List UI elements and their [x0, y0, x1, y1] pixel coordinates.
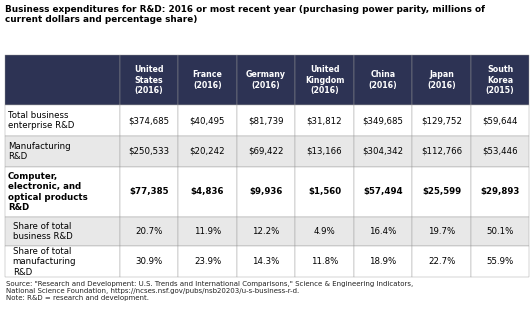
Bar [178, 246, 237, 277]
Bar [471, 105, 529, 136]
Bar [413, 217, 471, 246]
Text: Business expenditures for R&D: 2016 or most recent year (purchasing power parity: Business expenditures for R&D: 2016 or m… [5, 5, 485, 24]
Text: 4.9%: 4.9% [314, 227, 336, 236]
Bar [354, 167, 413, 217]
Text: 12.2%: 12.2% [252, 227, 280, 236]
Bar [471, 55, 529, 105]
Bar [471, 136, 529, 167]
Text: 19.7%: 19.7% [428, 227, 455, 236]
Text: 50.1%: 50.1% [486, 227, 514, 236]
Text: $349,685: $349,685 [363, 116, 404, 125]
Text: 11.8%: 11.8% [311, 257, 338, 266]
Bar [119, 105, 178, 136]
Text: $69,422: $69,422 [249, 147, 284, 156]
Text: $40,495: $40,495 [190, 116, 225, 125]
Bar [119, 217, 178, 246]
Text: $250,533: $250,533 [129, 147, 169, 156]
Bar [178, 55, 237, 105]
Bar [5, 167, 119, 217]
Bar [119, 246, 178, 277]
Bar [471, 246, 529, 277]
Text: 30.9%: 30.9% [135, 257, 162, 266]
Text: United
Kingdom
(2016): United Kingdom (2016) [305, 65, 344, 95]
Text: Germany
(2016): Germany (2016) [246, 71, 286, 90]
Bar [237, 136, 295, 167]
Bar [354, 217, 413, 246]
Bar [119, 136, 178, 167]
Bar [413, 246, 471, 277]
Bar [178, 217, 237, 246]
Bar [178, 167, 237, 217]
Text: 20.7%: 20.7% [135, 227, 162, 236]
Bar [295, 105, 354, 136]
Bar [5, 136, 119, 167]
Text: China
(2016): China (2016) [369, 71, 397, 90]
Bar [178, 105, 237, 136]
Text: $29,893: $29,893 [481, 188, 520, 196]
Text: France
(2016): France (2016) [193, 71, 222, 90]
Bar [471, 217, 529, 246]
Bar [5, 246, 119, 277]
Bar [237, 246, 295, 277]
Text: 18.9%: 18.9% [370, 257, 397, 266]
Bar [119, 55, 178, 105]
Text: $59,644: $59,644 [482, 116, 518, 125]
Text: $77,385: $77,385 [129, 188, 169, 196]
Text: Source: "Research and Development: U.S. Trends and International Comparisons," S: Source: "Research and Development: U.S. … [6, 281, 414, 301]
Bar [413, 55, 471, 105]
Text: $13,166: $13,166 [307, 147, 342, 156]
Bar [237, 105, 295, 136]
Text: 55.9%: 55.9% [486, 257, 514, 266]
Text: $81,739: $81,739 [249, 116, 284, 125]
Bar [413, 167, 471, 217]
Bar [5, 217, 119, 246]
Text: 23.9%: 23.9% [194, 257, 221, 266]
Bar [237, 217, 295, 246]
Bar [354, 246, 413, 277]
Bar [295, 55, 354, 105]
Bar [295, 167, 354, 217]
Text: 16.4%: 16.4% [370, 227, 397, 236]
Bar [178, 136, 237, 167]
Text: Manufacturing
R&D: Manufacturing R&D [8, 142, 71, 161]
Text: $57,494: $57,494 [363, 188, 403, 196]
Text: South
Korea
(2015): South Korea (2015) [486, 65, 515, 95]
Text: $1,560: $1,560 [308, 188, 341, 196]
Bar [237, 167, 295, 217]
Bar [354, 136, 413, 167]
Bar [354, 55, 413, 105]
Bar [5, 105, 119, 136]
Text: 22.7%: 22.7% [428, 257, 455, 266]
Text: Share of total
manufacturing
R&D: Share of total manufacturing R&D [13, 247, 76, 276]
Bar [295, 136, 354, 167]
Text: Computer,
electronic, and
optical products
R&D: Computer, electronic, and optical produc… [8, 172, 88, 212]
Text: $4,836: $4,836 [191, 188, 224, 196]
Bar [413, 105, 471, 136]
Bar [5, 55, 119, 105]
Text: $304,342: $304,342 [363, 147, 404, 156]
Text: $374,685: $374,685 [129, 116, 169, 125]
Text: United
States
(2016): United States (2016) [134, 65, 164, 95]
Text: $20,242: $20,242 [190, 147, 225, 156]
Bar [354, 105, 413, 136]
Text: 11.9%: 11.9% [194, 227, 221, 236]
Text: 14.3%: 14.3% [252, 257, 280, 266]
Text: $112,766: $112,766 [421, 147, 462, 156]
Text: $9,936: $9,936 [250, 188, 282, 196]
Bar [119, 167, 178, 217]
Text: Share of total
business R&D: Share of total business R&D [13, 222, 73, 241]
Text: $25,599: $25,599 [422, 188, 461, 196]
Bar [471, 167, 529, 217]
Text: Total business
enterprise R&D: Total business enterprise R&D [8, 111, 74, 130]
Bar [295, 246, 354, 277]
Text: Japan
(2016): Japan (2016) [427, 71, 456, 90]
Text: $129,752: $129,752 [421, 116, 462, 125]
Text: $31,812: $31,812 [307, 116, 342, 125]
Text: $53,446: $53,446 [482, 147, 518, 156]
Bar [295, 217, 354, 246]
Bar [413, 136, 471, 167]
Bar [237, 55, 295, 105]
